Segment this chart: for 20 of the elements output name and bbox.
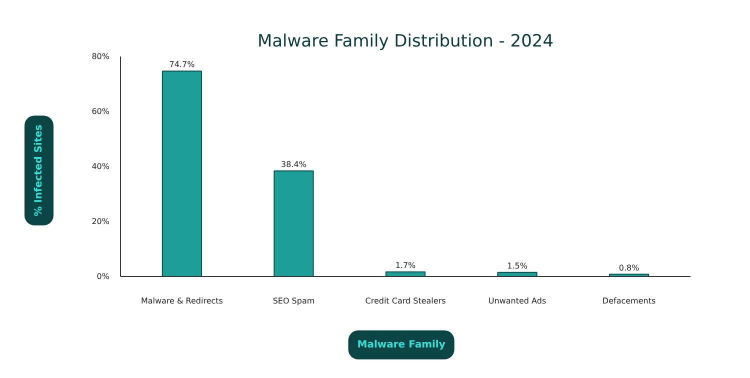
x-tick-label: Defacements bbox=[602, 296, 656, 306]
data-label: 1.5% bbox=[507, 261, 528, 270]
y-tick-label: 0% bbox=[96, 272, 110, 281]
chart-title: Malware Family Distribution - 2024 bbox=[257, 32, 554, 52]
data-label: 1.7% bbox=[395, 260, 416, 270]
y-tick-label: 80% bbox=[92, 52, 110, 61]
data-label: 38.4% bbox=[281, 160, 307, 169]
x-tick-label: Malware & Redirects bbox=[140, 296, 223, 306]
y-tick-label: 20% bbox=[92, 217, 110, 226]
y-tick-label: 60% bbox=[92, 107, 110, 116]
data-label: 0.8% bbox=[618, 263, 640, 272]
y-axis-title: % Infected Sites bbox=[34, 124, 44, 216]
x-tick-label: SEO Spam bbox=[272, 296, 315, 306]
x-tick-label: Credit Card Stealers bbox=[365, 296, 446, 306]
x-tick-label: Unwanted Ads bbox=[488, 296, 546, 306]
bar bbox=[162, 70, 202, 276]
data-label: 74.7% bbox=[169, 60, 196, 70]
bar bbox=[274, 170, 314, 276]
y-tick-label: 40% bbox=[92, 162, 110, 171]
x-axis-title: Malware Family bbox=[357, 339, 446, 350]
